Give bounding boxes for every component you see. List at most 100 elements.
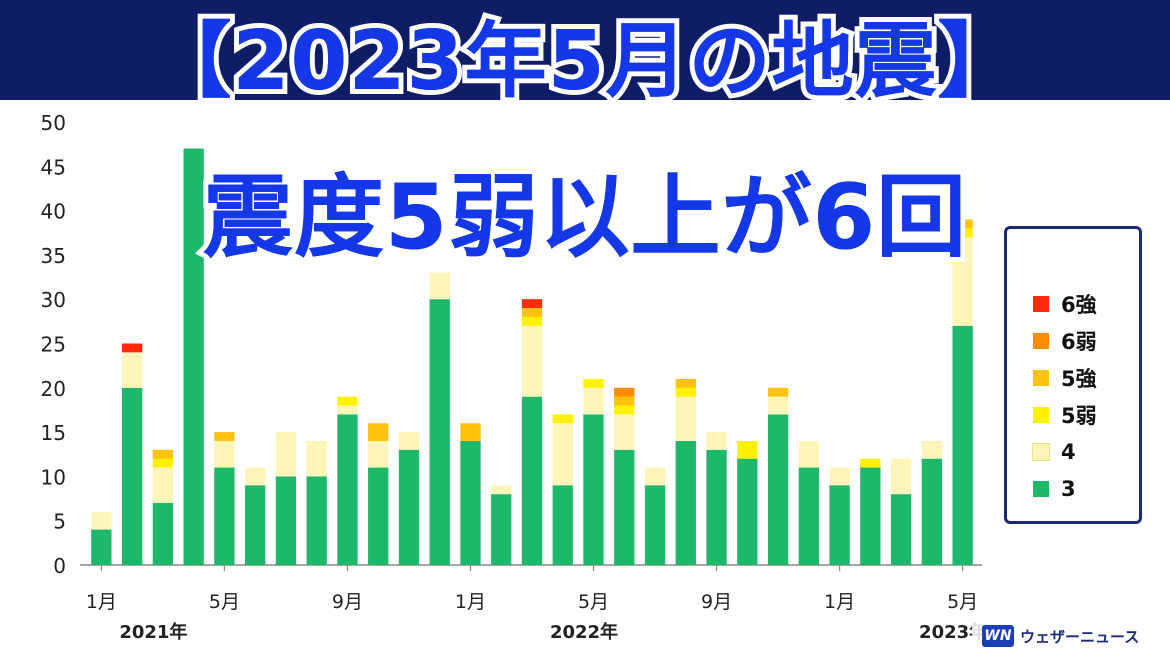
x-axis: 1月 5月 9月 1月 5月 9月 1月 5月 2021年 2022年 2023年 bbox=[86, 565, 987, 643]
bar-segment-3 bbox=[337, 414, 358, 565]
bar-segment-3 bbox=[767, 414, 789, 565]
bar-segment-4 bbox=[337, 405, 358, 415]
year-label: 2023年 bbox=[919, 621, 987, 643]
bar-segment-3 bbox=[521, 396, 543, 565]
y-tick-label: 0 bbox=[53, 554, 66, 578]
legend-swatch bbox=[1033, 370, 1049, 386]
bar-segment-6強 bbox=[121, 343, 143, 353]
bar-segment-3 bbox=[152, 502, 174, 565]
legend-swatch bbox=[1033, 481, 1049, 497]
bar-segment-3 bbox=[183, 148, 204, 565]
x-tick-label: 1月 bbox=[86, 591, 117, 613]
x-tick-label: 1月 bbox=[824, 591, 855, 613]
bar-segment-3 bbox=[614, 449, 635, 565]
x-tick-label: 5月 bbox=[209, 591, 240, 613]
bar-segment-4 bbox=[121, 352, 143, 388]
bar-segment-3 bbox=[121, 387, 143, 565]
bar-segment-5強 bbox=[214, 432, 235, 441]
bar-segment-4 bbox=[521, 325, 543, 397]
y-tick-label: 40 bbox=[41, 200, 66, 224]
bar-segment-4 bbox=[829, 467, 850, 486]
weathernews-logo: WN ウェザーニュース bbox=[972, 621, 1162, 651]
bar-segment-5強 bbox=[767, 387, 789, 397]
bar-segment-5弱 bbox=[583, 378, 604, 388]
legend-swatch bbox=[1033, 296, 1049, 312]
y-tick-label: 45 bbox=[41, 155, 66, 179]
x-tick-label: 5月 bbox=[947, 591, 978, 613]
bar-segment-4 bbox=[675, 396, 696, 441]
bar-segment-5強 bbox=[152, 449, 174, 459]
x-tick-label: 9月 bbox=[332, 591, 363, 613]
y-tick-label: 30 bbox=[41, 288, 66, 312]
legend: 6強 6弱 5強 5弱 4 3 bbox=[1004, 226, 1142, 524]
legend-label: 3 bbox=[1061, 477, 1076, 501]
bar-segment-3 bbox=[952, 325, 973, 565]
headline-line-1-outline: 【2023年5月の地震】 bbox=[144, 9, 1024, 114]
y-tick-label: 35 bbox=[41, 244, 66, 268]
legend-label: 4 bbox=[1061, 440, 1076, 464]
bar-segment-4 bbox=[275, 432, 297, 477]
bar-segment-6弱 bbox=[614, 387, 635, 397]
bar-segment-5強 bbox=[675, 378, 696, 388]
year-label: 2022年 bbox=[550, 621, 618, 643]
legend-swatch bbox=[1033, 333, 1049, 349]
legend-label: 5強 bbox=[1061, 367, 1097, 391]
bar-segment-3 bbox=[798, 467, 819, 565]
bar-segment-3 bbox=[368, 467, 389, 565]
legend-swatch bbox=[1032, 443, 1050, 461]
bar-segment-4 bbox=[368, 440, 389, 468]
bar-segment-3 bbox=[675, 440, 696, 565]
bar-segment-3 bbox=[398, 449, 420, 565]
weathernews-logo-icon: WN bbox=[982, 625, 1014, 647]
x-tick-label: 5月 bbox=[578, 591, 609, 613]
bar-segment-4 bbox=[921, 440, 943, 459]
bar-segment-3 bbox=[829, 485, 850, 565]
y-tick-label: 20 bbox=[41, 377, 66, 401]
bar-segment-3 bbox=[491, 494, 512, 565]
year-label: 2021年 bbox=[119, 621, 187, 643]
bar-segment-3 bbox=[644, 485, 666, 565]
bar-segment-3 bbox=[737, 458, 758, 565]
legend-item: 4 bbox=[1032, 437, 1076, 467]
weathernews-logo-text: ウェザーニュース bbox=[1020, 627, 1140, 646]
bar-segment-4 bbox=[583, 387, 604, 415]
bar-segment-5弱 bbox=[952, 228, 973, 238]
bar-segment-3 bbox=[860, 467, 881, 565]
bars bbox=[91, 148, 973, 565]
bar-segment-4 bbox=[767, 396, 789, 415]
headline-line-1: 【2023年5月の地震】 bbox=[149, 14, 1021, 109]
bar-segment-4 bbox=[245, 467, 266, 486]
bar-segment-5弱 bbox=[152, 458, 174, 468]
y-tick-label: 10 bbox=[41, 465, 66, 489]
x-tick-label: 1月 bbox=[455, 591, 486, 613]
bar-segment-3 bbox=[214, 467, 235, 565]
bar-segment-5強 bbox=[460, 423, 481, 441]
bar-segment-4 bbox=[706, 432, 727, 450]
legend-item: 5強 bbox=[1033, 363, 1097, 393]
bar-segment-4 bbox=[306, 440, 327, 477]
y-tick-label: 50 bbox=[41, 111, 66, 135]
bar-segment-4 bbox=[552, 423, 573, 486]
legend-label: 6強 bbox=[1061, 293, 1097, 317]
bar-segment-5弱 bbox=[614, 405, 635, 415]
bar-segment-4 bbox=[952, 237, 973, 326]
bar-segment-3 bbox=[460, 440, 481, 565]
bar-segment-4 bbox=[644, 467, 666, 486]
legend-item: 6弱 bbox=[1033, 326, 1097, 356]
bar-segment-3 bbox=[921, 458, 943, 565]
bar-segment-4 bbox=[398, 432, 420, 450]
bar-segment-4 bbox=[152, 467, 174, 503]
y-tick-label: 5 bbox=[53, 510, 66, 534]
bar-segment-6強 bbox=[521, 299, 543, 309]
bar-segment-4 bbox=[890, 458, 912, 495]
bar-segment-5強 bbox=[368, 423, 389, 441]
bar-segment-5弱 bbox=[860, 458, 881, 468]
bar-segment-3 bbox=[552, 485, 573, 565]
bar-segment-3 bbox=[429, 299, 450, 565]
bar-segment-5弱 bbox=[552, 414, 573, 424]
bar-segment-4 bbox=[91, 511, 112, 530]
headline-line-2-outline: 震度5弱以上が6回 bbox=[198, 161, 971, 275]
legend-swatch bbox=[1033, 407, 1049, 423]
y-tick-label: 25 bbox=[41, 333, 66, 357]
